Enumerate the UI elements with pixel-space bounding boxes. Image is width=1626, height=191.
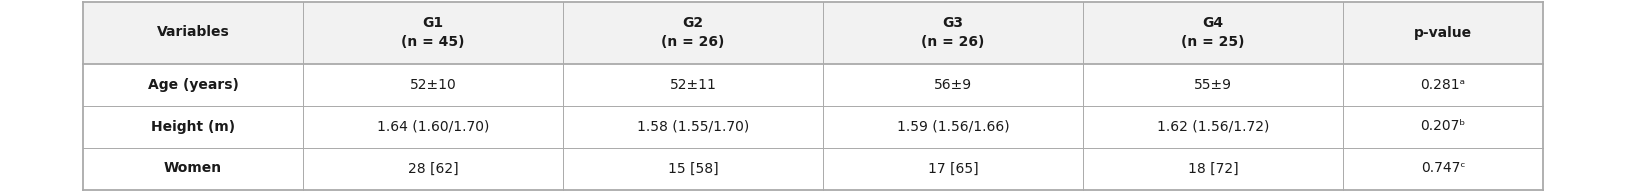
Text: 55±9: 55±9 (1193, 78, 1233, 91)
Text: 56±9: 56±9 (933, 78, 972, 91)
Text: G4
(n = 25): G4 (n = 25) (1180, 16, 1246, 49)
Text: 0.747ᶜ: 0.747ᶜ (1421, 162, 1465, 176)
Text: 15 [58]: 15 [58] (668, 162, 719, 176)
Text: 1.64 (1.60/1.70): 1.64 (1.60/1.70) (377, 120, 489, 134)
Text: Variables: Variables (156, 26, 229, 40)
Text: 17 [65]: 17 [65] (928, 162, 979, 176)
Text: Height (m): Height (m) (151, 120, 236, 134)
Text: G1
(n = 45): G1 (n = 45) (402, 16, 465, 49)
Text: G3
(n = 26): G3 (n = 26) (922, 16, 985, 49)
Text: 1.59 (1.56/1.66): 1.59 (1.56/1.66) (896, 120, 1010, 134)
Text: 1.62 (1.56/1.72): 1.62 (1.56/1.72) (1156, 120, 1270, 134)
Text: G2
(n = 26): G2 (n = 26) (662, 16, 725, 49)
Text: Women: Women (164, 162, 223, 176)
Text: p-value: p-value (1415, 26, 1472, 40)
Text: Age (years): Age (years) (148, 78, 239, 91)
Text: 18 [72]: 18 [72] (1187, 162, 1239, 176)
Text: 52±10: 52±10 (410, 78, 457, 91)
Text: 0.281ᵃ: 0.281ᵃ (1421, 78, 1465, 91)
Text: 0.207ᵇ: 0.207ᵇ (1421, 120, 1465, 134)
Text: 52±11: 52±11 (670, 78, 717, 91)
Text: 28 [62]: 28 [62] (408, 162, 459, 176)
Text: 1.58 (1.55/1.70): 1.58 (1.55/1.70) (637, 120, 750, 134)
